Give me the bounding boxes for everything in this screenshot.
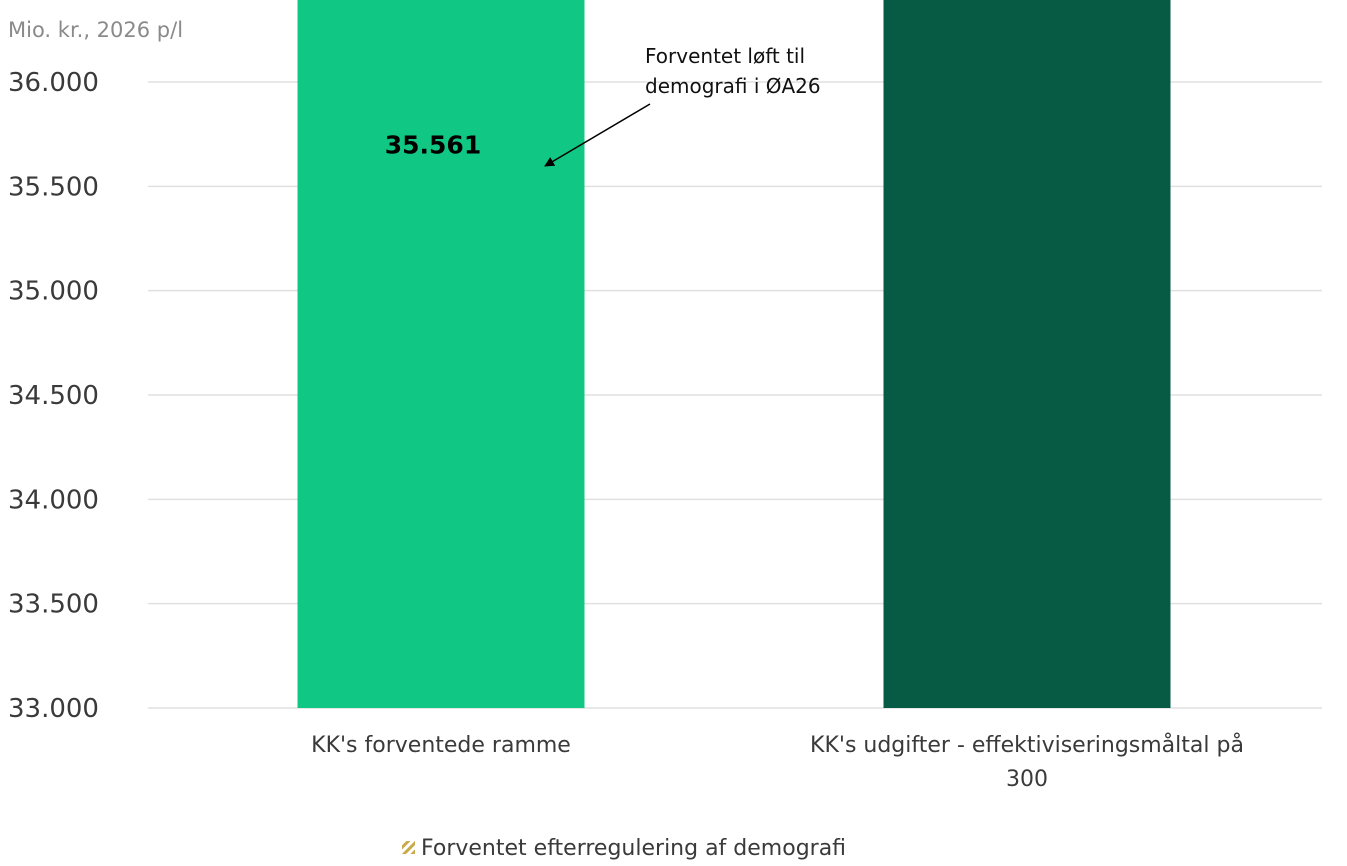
y-tick-label: 35.500 [8, 172, 99, 202]
bars [297, 0, 1171, 708]
y-tick-label: 34.500 [8, 381, 99, 411]
legend: Forventet efterregulering af demografi [402, 836, 846, 861]
unit-label: Mio. kr., 2026 p/l [8, 18, 183, 42]
y-tick-label: 36.000 [8, 68, 99, 98]
annotation-text: demografi i ØA26 [645, 74, 821, 98]
x-axis-ticks: KK's forventede ramme KK's udgifter - eff… [311, 732, 1244, 792]
bar-segment [297, 0, 585, 708]
x-tick-label: KK's udgifter - effektiviseringsmåltal p… [810, 732, 1244, 758]
legend-label: Forventet efterregulering af demografi [421, 836, 846, 861]
y-tick-label: 35.000 [8, 277, 99, 307]
y-tick-label: 33.500 [8, 590, 99, 620]
legend-swatch [402, 841, 415, 854]
annotation-arrow [544, 103, 651, 167]
y-axis-ticks: 33.000 33.500 34.000 34.500 35.000 35.500 36.0… [8, 68, 99, 724]
x-tick-label: KK's forventede ramme [311, 733, 571, 758]
x-tick-label: 300 [1006, 767, 1048, 792]
y-tick-label: 34.000 [8, 485, 99, 515]
y-tick-label: 33.000 [8, 694, 99, 724]
annotation-text: Forventet løft til [645, 44, 805, 68]
segment-labels: 35.42913235.56134.65875 [385, 131, 481, 160]
bar-total-label: 35.561 [385, 131, 481, 160]
bar-segment [883, 0, 1171, 708]
